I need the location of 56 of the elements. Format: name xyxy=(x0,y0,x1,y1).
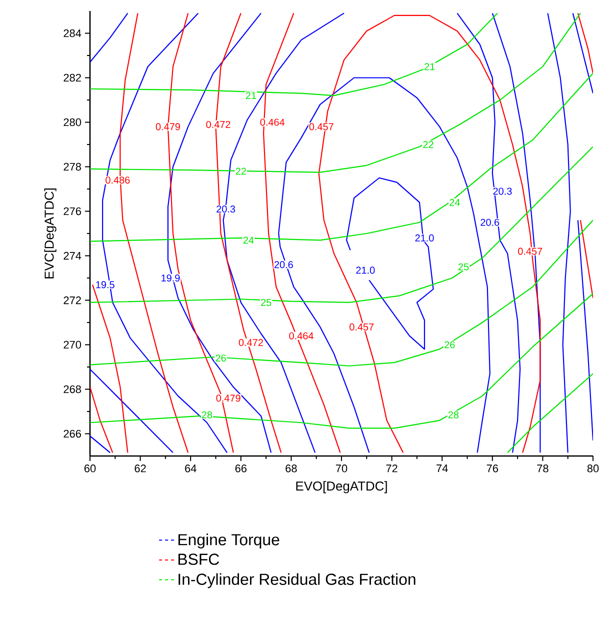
annotation: 20.6 xyxy=(480,218,500,226)
y-tick-label: 270 xyxy=(64,340,82,349)
y-tick-label: 274 xyxy=(64,252,82,260)
annotation: 24 xyxy=(243,236,254,244)
annotation: 19.9 xyxy=(162,274,180,282)
x-tick-label: 74 xyxy=(436,464,448,472)
x-axis-title: EVO[DegATDC] xyxy=(296,481,387,494)
y-tick-label: 276 xyxy=(64,207,81,216)
y-tick-label: 266 xyxy=(64,430,81,438)
annotation: 0.486 xyxy=(106,176,130,184)
legend-label: Engine Torque xyxy=(178,534,280,548)
annotation: 0.464 xyxy=(260,118,285,126)
y-tick-label: 278 xyxy=(64,162,81,171)
x-tick-label: 80 xyxy=(587,464,599,472)
x-tick-label: 66 xyxy=(235,464,247,472)
annotation: 25 xyxy=(458,263,469,270)
annotation: 0.472 xyxy=(238,339,263,346)
y-tick-label: 272 xyxy=(64,296,81,304)
annotation: 0.472 xyxy=(206,120,230,128)
x-tick-label: 64 xyxy=(185,464,196,472)
x-tick-label: 70 xyxy=(336,464,348,472)
annotation: 20.3 xyxy=(216,206,236,213)
x-tick-label: 60 xyxy=(84,464,96,472)
annotation: 0.464 xyxy=(289,332,314,340)
y-axis-title: EVC[DegATDC] xyxy=(44,188,56,278)
annotation: 21 xyxy=(424,63,435,70)
x-tick-label: 62 xyxy=(134,464,146,472)
x-tick-label: 72 xyxy=(386,464,398,472)
annotation: 22 xyxy=(236,168,246,175)
annotation: 28 xyxy=(202,411,212,418)
legend-label: BSFC xyxy=(178,554,220,565)
annotation: 20.3 xyxy=(493,188,512,195)
annotation: 21 xyxy=(246,92,256,100)
x-tick-label: 68 xyxy=(286,464,297,472)
annotation: 21.0 xyxy=(415,234,434,242)
annotation: 25 xyxy=(261,298,272,306)
annotation: 26 xyxy=(444,341,455,348)
legend-label: In-Cylinder Residual Gas Fraction xyxy=(178,573,416,588)
annotation: 20.6 xyxy=(274,261,293,268)
y-tick-label: 280 xyxy=(64,118,82,126)
annotation: 21.0 xyxy=(356,266,375,274)
annotation: 22 xyxy=(423,141,434,148)
x-tick-label: 78 xyxy=(537,464,548,472)
annotation: 24 xyxy=(450,198,460,206)
annotation: 0.457 xyxy=(350,323,374,330)
y-tick-label: 268 xyxy=(64,385,81,394)
annotation: 28 xyxy=(448,411,459,418)
annotation: 0.457 xyxy=(309,123,334,130)
annotation: 26 xyxy=(216,354,226,362)
x-tick-label: 76 xyxy=(486,464,498,472)
annotation: 0.457 xyxy=(518,248,542,255)
y-tick-label: 284 xyxy=(64,29,82,38)
y-tick-label: 282 xyxy=(64,74,81,82)
annotation: 0.479 xyxy=(216,394,240,402)
annotation: 19.5 xyxy=(96,281,114,288)
annotation: 0.479 xyxy=(156,123,180,130)
